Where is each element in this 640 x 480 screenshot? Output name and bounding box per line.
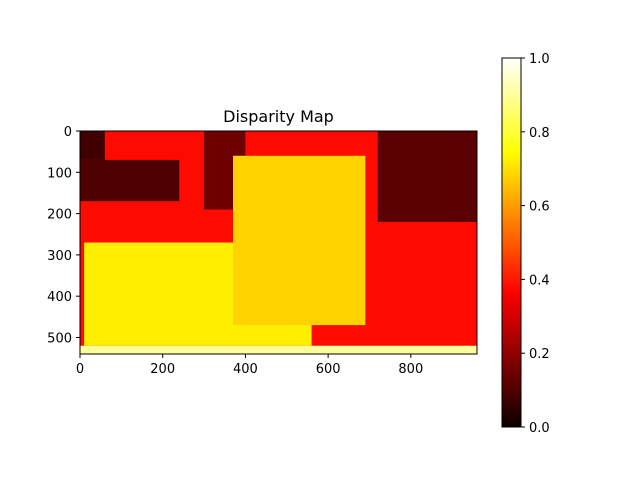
- y-tick-label: 500: [47, 331, 72, 346]
- chart-title: Disparity Map: [223, 107, 334, 126]
- x-tick-label: 600: [316, 362, 341, 377]
- heatmap-region-6: [233, 155, 366, 326]
- colorbar-axis: 0.0 0.2 0.4 0.6 0.8 1.0: [521, 52, 550, 436]
- x-tick-label: 800: [398, 362, 423, 377]
- heatmap-region-7: [80, 345, 477, 354]
- x-axis: 0 200 400 600 800: [76, 354, 423, 377]
- colorbar-tick-label: 1.0: [529, 52, 550, 67]
- colorbar-tick-label: 0.6: [529, 200, 550, 215]
- heatmap-region-2: [80, 159, 180, 202]
- x-tick-label: 0: [76, 362, 84, 377]
- y-tick-label: 200: [47, 208, 72, 223]
- y-tick-label: 100: [47, 166, 72, 181]
- colorbar-tick-label: 0.0: [529, 421, 550, 436]
- colorbar-gradient: [502, 58, 521, 427]
- x-tick-label: 400: [233, 362, 258, 377]
- y-tick-label: 300: [47, 249, 72, 264]
- colorbar-tick-label: 0.4: [529, 273, 550, 288]
- plot-frame: [79, 130, 478, 355]
- colorbar-frame: [501, 57, 522, 428]
- heatmap-image: [80, 131, 477, 354]
- y-tick-label: 0: [64, 125, 72, 140]
- heatmap-region-1: [80, 131, 105, 160]
- heatmap-region-3: [377, 131, 477, 222]
- y-axis: 0 100 200 300 400 500: [47, 125, 80, 346]
- colorbar-tick-label: 0.2: [529, 347, 550, 362]
- colorbar-tick-label: 0.8: [529, 126, 550, 141]
- y-tick-label: 400: [47, 290, 72, 305]
- x-tick-label: 200: [150, 362, 175, 377]
